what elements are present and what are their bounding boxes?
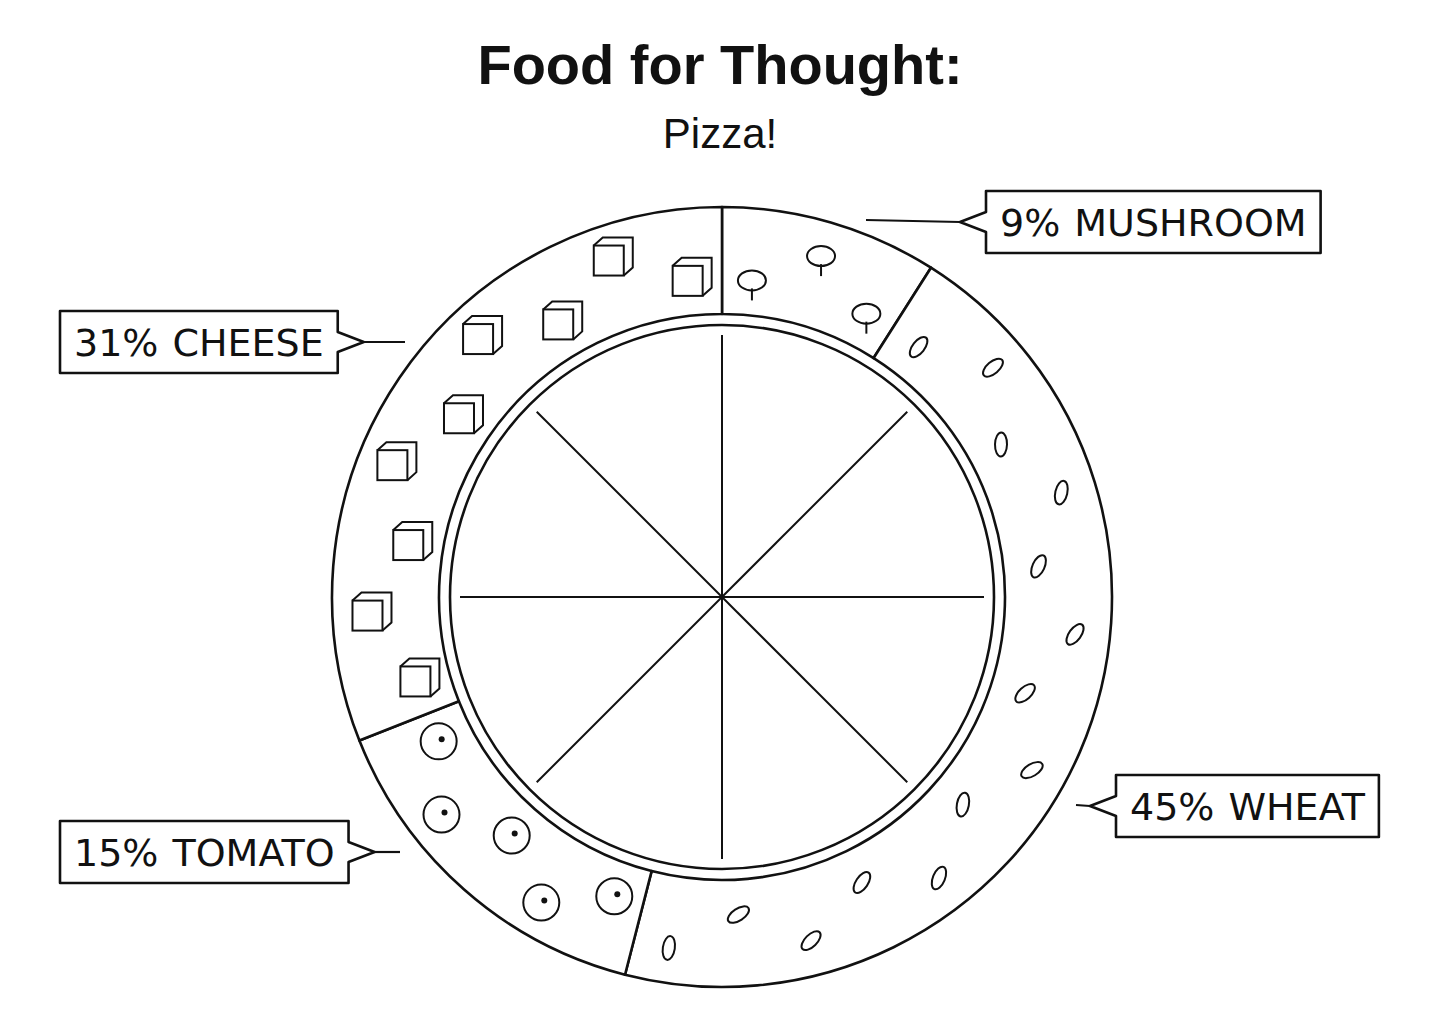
cut-line <box>721 597 723 859</box>
topping <box>441 810 447 816</box>
category-label: MUSHROOM <box>1074 201 1306 245</box>
topping <box>543 309 573 339</box>
category-label: TOMATO <box>171 831 334 875</box>
topping <box>463 316 502 354</box>
value-label: 9% <box>1000 201 1060 245</box>
cut-line <box>721 335 723 597</box>
topping <box>1012 681 1038 706</box>
topping <box>393 522 432 560</box>
topping <box>352 593 391 631</box>
topping <box>929 865 949 892</box>
topping <box>673 258 712 296</box>
subtitle: Pizza! <box>663 110 777 157</box>
topping <box>906 334 930 360</box>
topping <box>400 658 439 696</box>
leader-line <box>866 220 960 222</box>
labels: 9% MUSHROOM 45% WHEAT 15% TOMATO 31% CHEESE <box>60 191 1379 883</box>
topping <box>352 601 382 631</box>
topping <box>444 403 474 433</box>
cut-line <box>537 412 722 597</box>
label-box <box>960 191 1321 253</box>
topping <box>751 288 753 300</box>
cut-line <box>722 597 907 782</box>
topping <box>798 928 824 953</box>
topping <box>661 935 676 961</box>
pizza-center <box>450 325 994 869</box>
value-label: 15% <box>74 831 158 875</box>
topping <box>594 238 633 276</box>
topping <box>444 395 483 433</box>
cut-line <box>460 596 722 598</box>
toppings <box>352 238 1086 961</box>
topping <box>596 878 632 914</box>
topping <box>400 666 430 696</box>
cut-line <box>537 597 722 782</box>
chart: Food for Thought: Pizza! 9% MUSHROOM 45% WHEA… <box>0 0 1440 1024</box>
pie <box>332 207 1112 987</box>
topping <box>463 324 493 354</box>
label-box <box>60 311 364 373</box>
topping <box>1019 759 1046 782</box>
topping <box>955 792 971 818</box>
label-box <box>1090 775 1379 837</box>
topping <box>673 266 703 296</box>
topping <box>494 818 530 854</box>
value-label: 45% <box>1130 785 1214 829</box>
topping <box>439 736 445 742</box>
topping <box>393 530 423 560</box>
leader-line <box>364 341 405 343</box>
title: Food for Thought: <box>477 33 962 96</box>
topping <box>820 264 822 276</box>
label-box <box>60 821 375 883</box>
topping <box>1053 480 1070 506</box>
leader-line <box>1076 805 1090 806</box>
topping <box>850 869 873 896</box>
pizza-rim <box>450 325 994 869</box>
topping <box>614 891 620 897</box>
topping <box>738 270 766 290</box>
cut-line <box>722 412 907 597</box>
topping <box>377 450 407 480</box>
topping <box>725 903 752 926</box>
value-label: 31% <box>74 321 158 365</box>
topping <box>377 442 416 480</box>
topping <box>523 885 559 921</box>
stage: Food for Thought: Pizza! 9% MUSHROOM 45% WHEA… <box>0 0 1440 1024</box>
topping <box>421 723 457 759</box>
topping <box>512 831 518 837</box>
category-label: CHEESE <box>172 321 323 365</box>
topping <box>865 322 867 334</box>
topping <box>423 797 459 833</box>
leader-line <box>375 851 400 853</box>
topping <box>807 246 835 266</box>
category-label: WHEAT <box>1228 785 1365 829</box>
topping <box>541 898 547 904</box>
cut-line <box>722 596 984 598</box>
topping <box>852 304 880 324</box>
topping <box>980 355 1006 380</box>
topping <box>1028 553 1049 580</box>
topping <box>594 246 624 276</box>
topping <box>543 301 582 339</box>
topping <box>995 432 1008 456</box>
topping <box>1063 621 1087 647</box>
